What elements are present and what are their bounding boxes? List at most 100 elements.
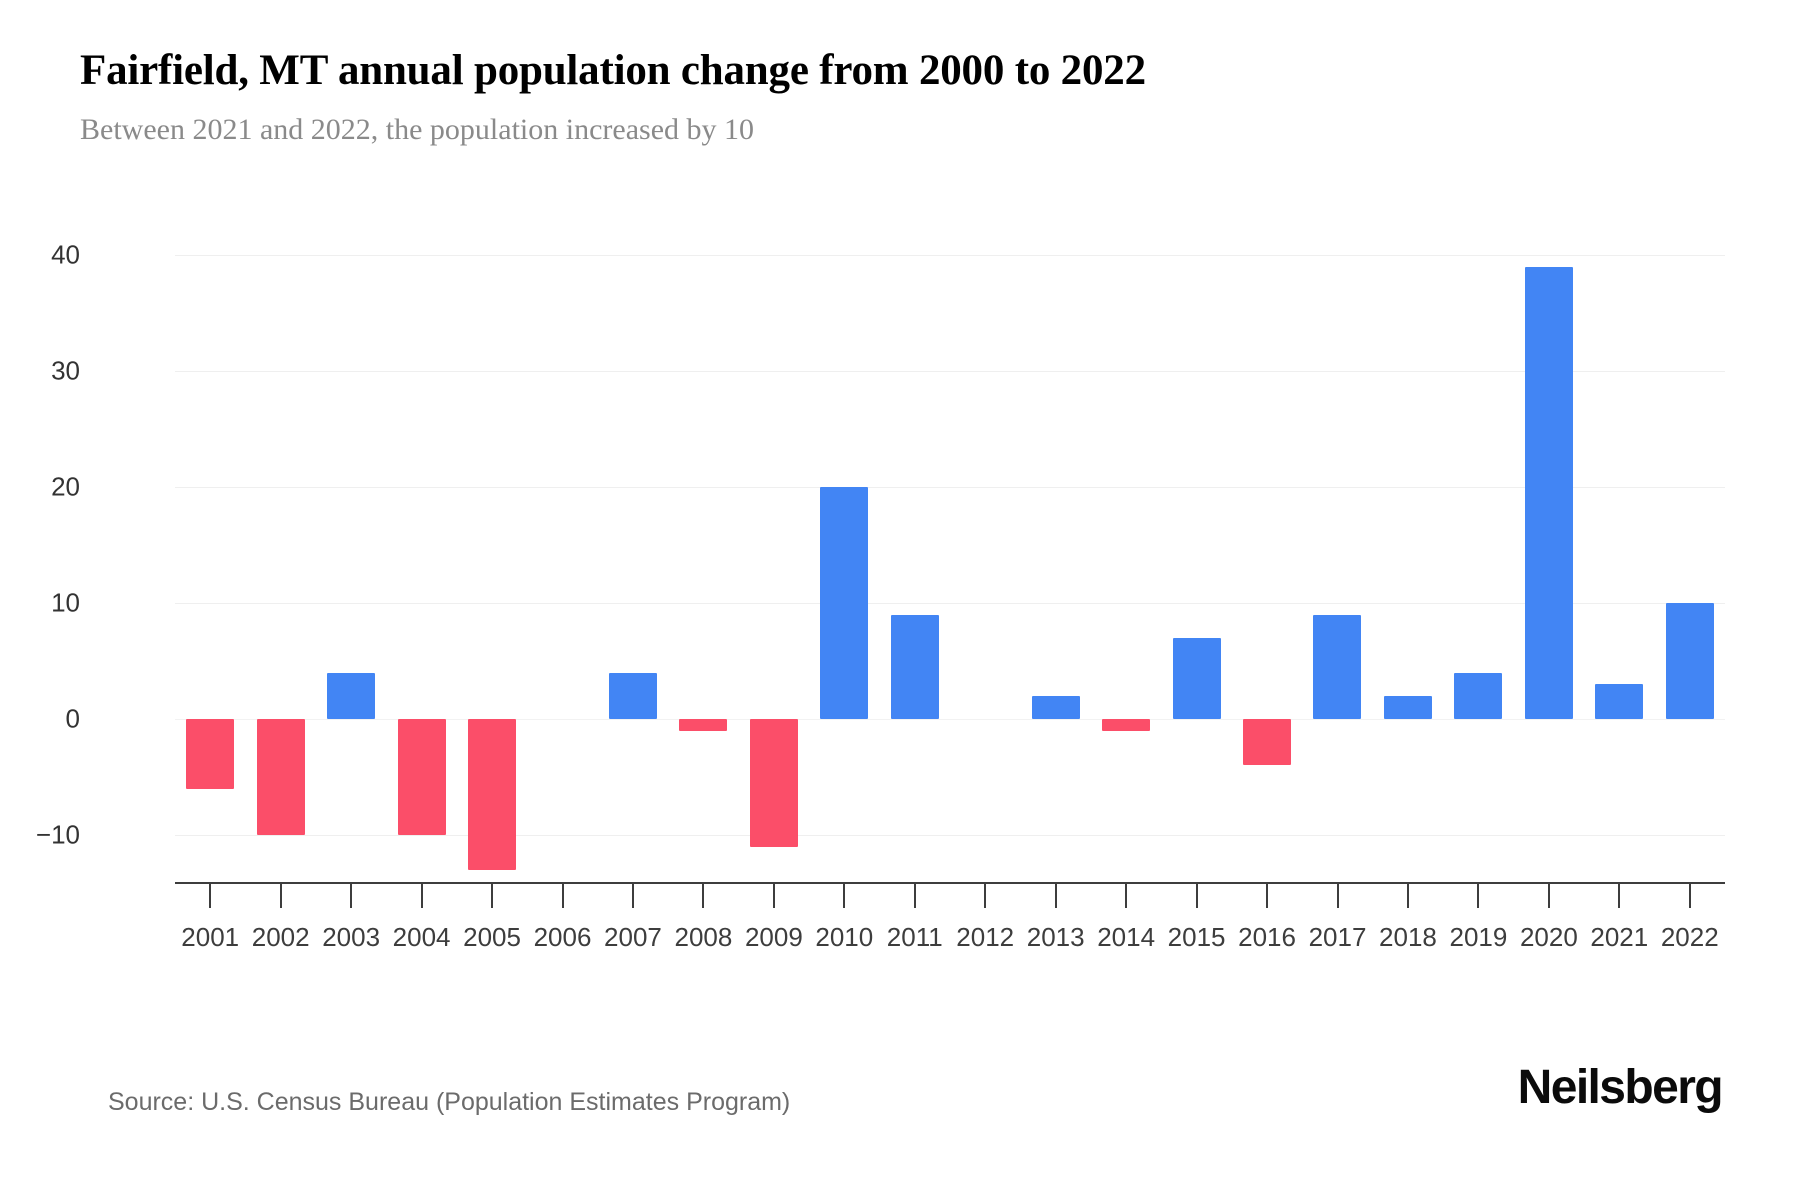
bar-slot[interactable] <box>668 210 738 910</box>
bar-2009[interactable] <box>749 719 798 847</box>
x-tick-2005 <box>491 882 494 908</box>
x-tick-2011 <box>913 882 916 908</box>
bar-slot[interactable] <box>527 210 597 910</box>
bar-2020[interactable] <box>1524 266 1573 719</box>
x-tick-2004 <box>420 882 423 908</box>
bar-2008[interactable] <box>679 719 728 731</box>
x-axis-line <box>175 882 1725 884</box>
x-tick-2022 <box>1688 882 1691 908</box>
y-axis-label: 40 <box>51 239 80 270</box>
x-tick-2019 <box>1477 882 1480 908</box>
x-axis-label-2003: 2003 <box>322 922 381 952</box>
bar-slot[interactable] <box>316 210 386 910</box>
bar-2003[interactable] <box>327 672 376 719</box>
bar-slot[interactable] <box>386 210 456 910</box>
gridline-30 <box>175 371 1725 372</box>
x-tick-2017 <box>1336 882 1339 908</box>
x-axis-label-2013: 2013 <box>1026 922 1085 952</box>
x-tick-2021 <box>1618 882 1621 908</box>
x-axis-label-2016: 2016 <box>1238 922 1296 952</box>
y-axis-label: −10 <box>35 819 80 850</box>
bar-slot[interactable] <box>1091 210 1161 910</box>
x-axis-label-2018: 2018 <box>1379 922 1437 952</box>
bar-slot[interactable] <box>880 210 950 910</box>
x-tick-2001 <box>209 882 212 908</box>
x-axis-label-2022: 2022 <box>1660 922 1719 952</box>
x-axis-label-2009: 2009 <box>744 922 803 952</box>
bar-slot[interactable] <box>1161 210 1231 910</box>
bar-slot[interactable] <box>598 210 668 910</box>
gridline-40 <box>175 255 1725 256</box>
bar-2007[interactable] <box>608 672 657 719</box>
x-tick-2007 <box>631 882 634 908</box>
x-axis-ticks <box>175 882 1725 912</box>
bar-2018[interactable] <box>1383 695 1432 719</box>
bar-slot[interactable] <box>1443 210 1513 910</box>
bar-2005[interactable] <box>468 719 517 870</box>
chart-header: Fairfield, MT annual population change f… <box>80 46 1740 148</box>
source-note: Source: U.S. Census Bureau (Population E… <box>108 1088 791 1116</box>
x-tick-2015 <box>1195 882 1198 908</box>
bar-slot[interactable] <box>739 210 809 910</box>
y-axis-label: 10 <box>51 587 80 618</box>
bar-2011[interactable] <box>890 614 939 719</box>
x-axis-label-2017: 2017 <box>1308 922 1367 952</box>
x-tick-2013 <box>1054 882 1057 908</box>
x-tick-2006 <box>561 882 564 908</box>
bar-slot[interactable] <box>809 210 879 910</box>
x-axis-label-2012: 2012 <box>956 922 1015 952</box>
bar-slot[interactable] <box>1514 210 1584 910</box>
x-tick-2014 <box>1125 882 1128 908</box>
x-axis-label-2002: 2002 <box>251 922 310 952</box>
x-axis-label-2015: 2015 <box>1167 922 1226 952</box>
bar-2013[interactable] <box>1031 695 1080 719</box>
x-tick-2010 <box>843 882 846 908</box>
bar-slot[interactable] <box>175 210 245 910</box>
x-tick-2020 <box>1547 882 1550 908</box>
x-tick-2018 <box>1406 882 1409 908</box>
bar-2015[interactable] <box>1172 637 1221 719</box>
bar-2021[interactable] <box>1595 684 1644 719</box>
bar-slot[interactable] <box>1302 210 1372 910</box>
neilsberg-logo: Neilsberg <box>1517 1061 1724 1114</box>
x-axis-label-2019: 2019 <box>1449 922 1508 952</box>
x-axis-label-2004: 2004 <box>392 922 451 952</box>
gridline-10 <box>175 603 1725 604</box>
bar-2022[interactable] <box>1665 603 1714 719</box>
x-axis-label-2021: 2021 <box>1590 922 1649 952</box>
x-axis-label-2007: 2007 <box>604 922 662 952</box>
x-axis-label-2001: 2001 <box>181 922 240 952</box>
bar-2016[interactable] <box>1243 719 1292 766</box>
x-axis-label-2005: 2005 <box>463 922 521 952</box>
bar-slot[interactable] <box>1584 210 1654 910</box>
bar-2014[interactable] <box>1102 719 1151 731</box>
bar-slot[interactable] <box>457 210 527 910</box>
bar-slot[interactable] <box>950 210 1020 910</box>
bar-2004[interactable] <box>397 719 446 835</box>
x-axis-label-2006: 2006 <box>533 922 592 952</box>
gridline-20 <box>175 487 1725 488</box>
bar-2017[interactable] <box>1313 614 1362 719</box>
bar-2010[interactable] <box>820 487 869 719</box>
x-axis-label-2008: 2008 <box>674 922 733 952</box>
x-tick-2008 <box>702 882 705 908</box>
bar-2019[interactable] <box>1454 672 1503 719</box>
x-axis-label-2011: 2011 <box>886 922 943 952</box>
x-axis-label-2020: 2020 <box>1519 922 1578 952</box>
gridline--10 <box>175 835 1725 836</box>
chart-plot-area: 40 30 20 10 0 −10 2001 2002 2003 2004 2005 2006 200… <box>0 210 1800 1000</box>
bar-slot[interactable] <box>1232 210 1302 910</box>
bar-2001[interactable] <box>186 719 235 789</box>
x-tick-2009 <box>772 882 775 908</box>
bar-slot[interactable] <box>1655 210 1725 910</box>
y-axis-label: 0 <box>65 703 80 734</box>
x-tick-2012 <box>984 882 987 908</box>
x-axis-label-2014: 2014 <box>1097 922 1156 952</box>
x-tick-2016 <box>1266 882 1269 908</box>
y-axis-label: 20 <box>51 471 80 502</box>
bar-2002[interactable] <box>256 719 305 835</box>
bar-slot[interactable] <box>245 210 315 910</box>
bar-slot[interactable] <box>1373 210 1443 910</box>
bar-slot[interactable] <box>1020 210 1090 910</box>
